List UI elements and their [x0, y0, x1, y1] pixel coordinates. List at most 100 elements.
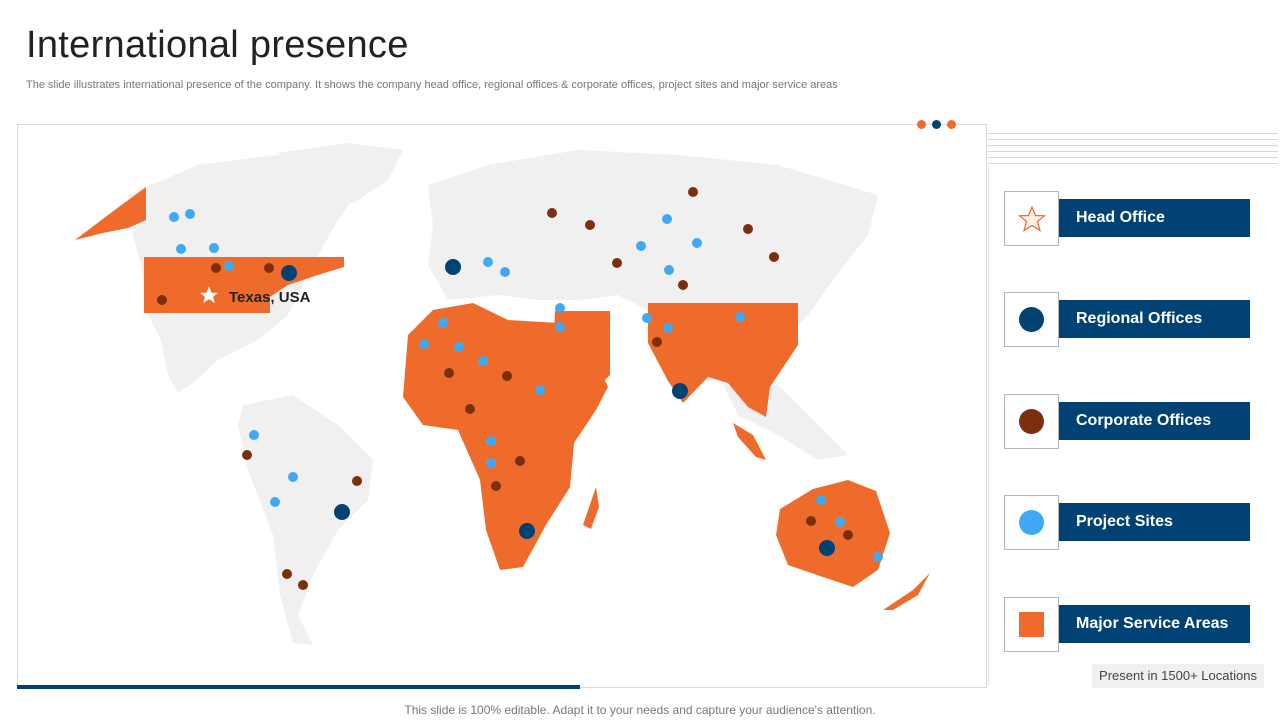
legend-item-regional-offices: Regional Offices	[1004, 292, 1250, 347]
service-area-arabia	[554, 311, 610, 393]
project-sites	[169, 209, 883, 562]
project-site-dot	[636, 241, 646, 251]
legend-item-head-office: Head Office	[1004, 191, 1250, 246]
project-site-dot	[176, 244, 186, 254]
project-site-dot	[486, 458, 496, 468]
corporate-office-dot	[282, 569, 292, 579]
corporate-office-dot	[806, 516, 816, 526]
project-site-dot	[438, 318, 448, 328]
corporate-office-dot	[678, 280, 688, 290]
corporate-office-dot	[515, 456, 525, 466]
project-site-dot	[835, 517, 845, 527]
corporate-office-dot	[688, 187, 698, 197]
project-site-dot	[663, 323, 673, 333]
corporate-office-dot	[352, 476, 362, 486]
page-subtitle: The slide illustrates international pres…	[26, 79, 838, 91]
project-site-dot	[224, 261, 234, 271]
legend-item-corporate-offices: Corporate Offices	[1004, 394, 1250, 449]
legend-panel	[988, 166, 1279, 686]
corporate-office-dot	[491, 481, 501, 491]
legend-icon-box	[1004, 292, 1059, 347]
world-map-frame: Texas, USA	[17, 124, 987, 688]
world-map: Texas, USA	[75, 143, 930, 645]
regional-office-dot	[819, 540, 835, 556]
project-site-dot	[816, 495, 826, 505]
light-blue-circle-icon	[1019, 510, 1044, 535]
land-south-america	[238, 395, 373, 645]
project-site-dot	[692, 238, 702, 248]
corporate-office-dot	[612, 258, 622, 268]
project-site-dot	[419, 339, 429, 349]
project-site-dot	[735, 312, 745, 322]
orange-square-icon	[1019, 612, 1044, 637]
decorative-stripes	[987, 133, 1278, 165]
bottom-accent-bar	[17, 685, 580, 689]
service-area-australia	[776, 480, 890, 587]
regional-office-dot	[281, 265, 297, 281]
project-site-dot	[483, 257, 493, 267]
corporate-office-dot	[298, 580, 308, 590]
corporate-office-dot	[444, 368, 454, 378]
legend-label: Corporate Offices	[1059, 402, 1250, 440]
service-area-madagascar	[583, 487, 599, 529]
project-site-dot	[288, 472, 298, 482]
legend-icon-box	[1004, 394, 1059, 449]
regional-office-dot	[445, 259, 461, 275]
corporate-office-dot	[502, 371, 512, 381]
navy-dot-icon	[932, 120, 941, 129]
corporate-office-dot	[652, 337, 662, 347]
footer-note: This slide is 100% editable. Adapt it to…	[404, 703, 876, 717]
orange-dot-icon	[947, 120, 956, 129]
corporate-office-dot	[547, 208, 557, 218]
corporate-office-dot	[157, 295, 167, 305]
legend-item-major-service-areas: Major Service Areas	[1004, 597, 1250, 652]
corporate-office-dot	[211, 263, 221, 273]
regional-offices	[281, 259, 835, 556]
corporate-office-dot	[242, 450, 252, 460]
project-site-dot	[249, 430, 259, 440]
legend-label: Regional Offices	[1059, 300, 1250, 338]
land-greenland	[278, 143, 403, 203]
project-site-dot	[500, 267, 510, 277]
head-office-star-icon	[195, 281, 223, 307]
corporate-office-dot	[743, 224, 753, 234]
project-site-dot	[662, 214, 672, 224]
orange-dot-icon	[917, 120, 926, 129]
legend-label: Project Sites	[1059, 503, 1250, 541]
legend-label: Major Service Areas	[1059, 605, 1250, 643]
project-site-dot	[873, 552, 883, 562]
project-site-dot	[185, 209, 195, 219]
legend-label: Head Office	[1059, 199, 1250, 237]
regional-office-dot	[334, 504, 350, 520]
project-site-dot	[535, 385, 545, 395]
project-site-dot	[270, 497, 280, 507]
service-area-africa	[403, 303, 608, 570]
star-icon	[1017, 204, 1046, 232]
project-site-dot	[642, 313, 652, 323]
head-office-label: Texas, USA	[229, 289, 311, 306]
present-locations-badge: Present in 1500+ Locations	[1092, 664, 1264, 688]
corporate-office-dot	[264, 263, 274, 273]
service-area-new-zealand	[883, 573, 930, 610]
project-site-dot	[486, 436, 496, 446]
corporate-office-dot	[465, 404, 475, 414]
decorative-dots	[917, 120, 956, 129]
project-site-dot	[169, 212, 179, 222]
legend-icon-box	[1004, 191, 1059, 246]
corporate-office-dot	[843, 530, 853, 540]
project-site-dot	[664, 265, 674, 275]
service-area-indonesia	[733, 423, 766, 460]
corporate-offices	[157, 187, 853, 590]
service-area-alaska	[75, 187, 146, 240]
brown-circle-icon	[1019, 409, 1044, 434]
project-site-dot	[478, 356, 488, 366]
corporate-office-dot	[769, 252, 779, 262]
legend-icon-box	[1004, 495, 1059, 550]
project-site-dot	[555, 322, 565, 332]
navy-circle-icon	[1019, 307, 1044, 332]
project-site-dot	[555, 303, 565, 313]
project-site-dot	[209, 243, 219, 253]
corporate-office-dot	[585, 220, 595, 230]
regional-office-dot	[519, 523, 535, 539]
legend-item-project-sites: Project Sites	[1004, 495, 1250, 550]
